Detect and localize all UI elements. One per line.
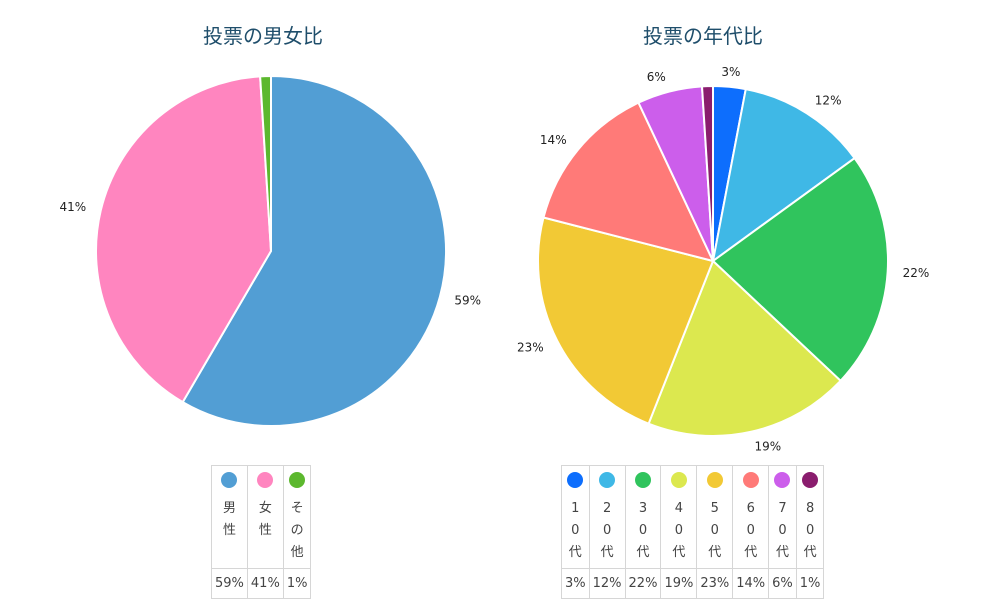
legend-label: 男性: [222, 501, 236, 538]
slice-percent-label: 23%: [517, 340, 544, 354]
legend-value: 19%: [660, 568, 698, 599]
pie-slice-80代[interactable]: [700, 84, 714, 262]
legend-item[interactable]: 20代: [588, 465, 626, 569]
legend-item[interactable]: 男性: [211, 465, 248, 569]
slice-percent-label: 41%: [59, 200, 86, 214]
legend-item[interactable]: 80代: [795, 465, 825, 569]
legend-color-dot: [634, 472, 651, 488]
legend-label: 60代: [744, 501, 758, 560]
legend-item[interactable]: 40代: [660, 465, 698, 569]
slice-percent-label: 14%: [540, 133, 567, 147]
legend-value: 23%: [696, 568, 734, 599]
age-pie-chart: 3% 12% 22% 19% 23% 14% 6%: [517, 65, 929, 454]
pie-slice-50代[interactable]: [537, 216, 715, 426]
legend-color-dot: [706, 472, 723, 488]
legend-item[interactable]: 30代: [624, 465, 662, 569]
pie-slice-その他[interactable]: [259, 74, 272, 252]
pie-slice-60代[interactable]: [542, 101, 715, 263]
legend-item[interactable]: 10代: [561, 465, 590, 569]
pie-slice-男性[interactable]: [181, 74, 447, 427]
pie-slice-女性[interactable]: [95, 75, 273, 404]
gender-chart-title: 投票の男女比: [203, 24, 323, 48]
legend-value: 41%: [246, 568, 284, 599]
legend-label: その他: [290, 501, 304, 560]
pie-charts-canvas: 59% 41% 3% 12% 22% 19% 23% 14% 6%: [59, 65, 929, 454]
legend-value: 1%: [282, 568, 312, 599]
legend-color-dot: [742, 472, 759, 488]
legend-label: 50代: [708, 501, 722, 560]
legend-value: 1%: [795, 568, 825, 599]
legend-value: 22%: [624, 568, 662, 599]
legend-label: 80代: [803, 501, 817, 560]
legend-color-dot: [599, 472, 616, 488]
pie-slice-20代[interactable]: [711, 87, 856, 264]
gender-legend-table: 男性 女性 その他 59% 41% 1%: [211, 465, 312, 599]
slice-percent-label: 19%: [754, 439, 781, 453]
legend-color-dot: [221, 472, 238, 488]
gender-pie-chart: 59% 41%: [59, 74, 481, 427]
legend-label: 10代: [568, 501, 582, 560]
legend-item[interactable]: 60代: [732, 465, 770, 569]
legend-label: 20代: [600, 501, 614, 560]
legend-label: 70代: [775, 501, 789, 560]
slice-percent-label: 59%: [454, 294, 481, 308]
legend-value: 3%: [561, 568, 590, 599]
legend-color-dot: [567, 472, 584, 488]
slice-percent-label: 12%: [815, 94, 842, 108]
age-legend-table: 10代 20代 30代 40代 50代 60代 70代 80代 3% 12% 22% 19% 23% 1…: [561, 465, 825, 599]
slice-percent-label: 22%: [903, 266, 930, 280]
legend-label: 女性: [258, 501, 272, 538]
legend-value: 59%: [211, 568, 248, 599]
age-chart-title: 投票の年代比: [643, 24, 763, 48]
legend-color-dot: [257, 472, 274, 488]
legend-value: 14%: [732, 568, 770, 599]
legend-item[interactable]: 女性: [246, 465, 284, 569]
legend-value: 6%: [768, 568, 797, 599]
legend-value: 12%: [588, 568, 626, 599]
pie-slice-30代[interactable]: [711, 156, 889, 383]
legend-item[interactable]: その他: [282, 465, 312, 569]
legend-color-dot: [670, 472, 687, 488]
legend-label: 40代: [672, 501, 686, 560]
legend-label: 30代: [636, 501, 650, 560]
legend-color-dot: [289, 472, 306, 488]
legend-item[interactable]: 70代: [768, 465, 797, 569]
slice-percent-label: 6%: [647, 70, 666, 84]
legend-item[interactable]: 50代: [696, 465, 734, 569]
slice-percent-label: 3%: [721, 65, 740, 79]
legend-color-dot: [774, 472, 791, 488]
legend-color-dot: [802, 472, 819, 488]
